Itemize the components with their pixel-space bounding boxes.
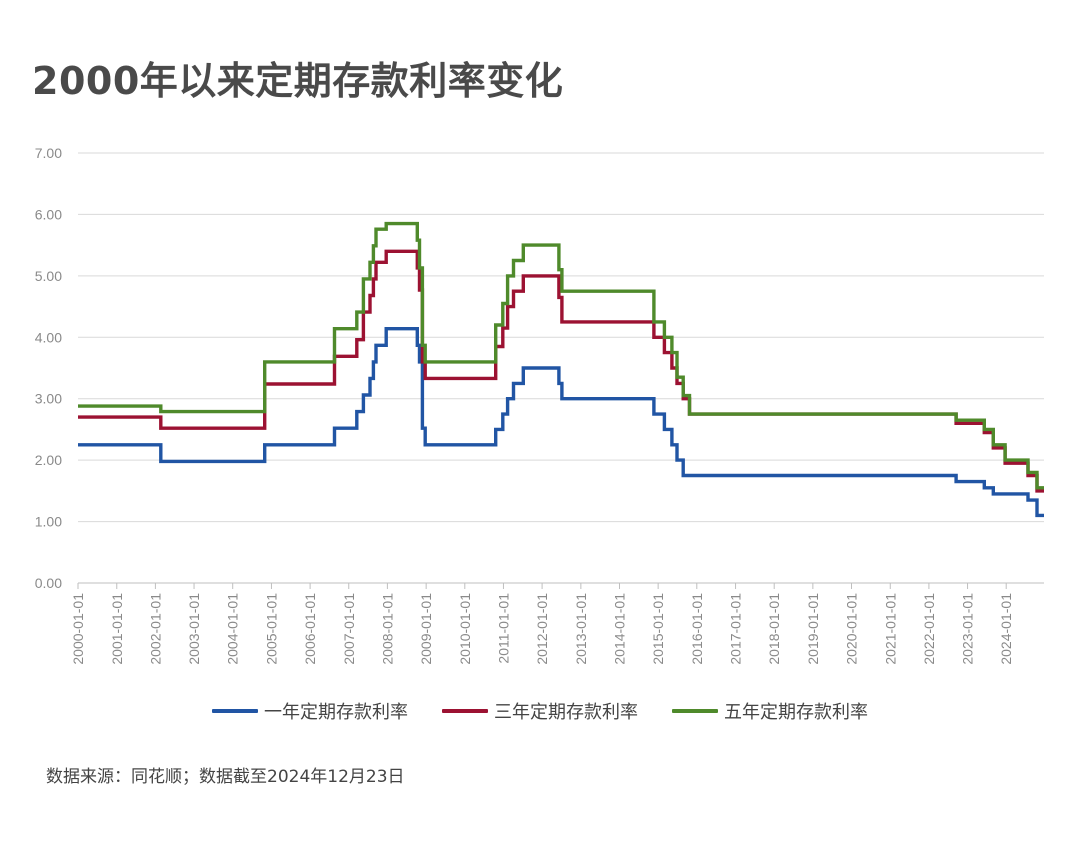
x-tick-label: 2013-01-01: [573, 593, 589, 665]
x-tick-label: 2008-01-01: [379, 593, 395, 665]
legend-label: 五年定期存款利率: [724, 702, 868, 723]
data-source-note: 数据来源：同花顺；数据截至2024年12月23日: [46, 767, 405, 787]
x-tick-label: 2023-01-01: [960, 593, 976, 665]
x-axis: 2000-01-01 2001-01-01 2002-01-01 2003-01-01…: [70, 582, 1044, 665]
x-tick-label: 2000-01-01: [70, 593, 86, 665]
x-tick-label: 2014-01-01: [612, 593, 628, 665]
y-tick-label: 3.00: [35, 391, 62, 407]
x-tick-label: 2016-01-01: [689, 593, 705, 665]
legend-item: 三年定期存款利率: [442, 698, 638, 724]
series-line: [78, 327, 1044, 518]
x-tick-label: 2010-01-01: [457, 593, 473, 665]
grid-lines: [78, 152, 1044, 523]
x-tick-label: 2020-01-01: [843, 593, 859, 665]
y-tick-label: 6.00: [35, 206, 62, 222]
legend-label: 三年定期存款利率: [494, 702, 638, 723]
x-tick-label: 2001-01-01: [109, 593, 125, 665]
x-tick-label: 2009-01-01: [418, 593, 434, 665]
series-line: [78, 249, 1044, 493]
legend-swatch: [672, 709, 718, 713]
legend-item: 五年定期存款利率: [672, 698, 868, 724]
legend-item: 一年定期存款利率: [212, 698, 408, 724]
line-chart: 0.00 1.00 2.00 3.00 4.00 5.00 6.00 7.00 2000-01…: [35, 145, 1044, 665]
y-tick-label: 5.00: [35, 268, 62, 284]
y-tick-label: 1.00: [35, 514, 62, 530]
series-line: [78, 221, 1044, 490]
y-axis: 0.00 1.00 2.00 3.00 4.00 5.00 6.00 7.00: [35, 145, 62, 591]
legend-swatch: [212, 709, 258, 713]
chart-legend: 一年定期存款利率 三年定期存款利率 五年定期存款利率: [0, 698, 1080, 724]
y-tick-label: 4.00: [35, 329, 62, 345]
series-lines: [78, 221, 1044, 518]
x-tick-label: 2003-01-01: [186, 593, 202, 665]
x-tick-label: 2005-01-01: [263, 593, 279, 665]
legend-label: 一年定期存款利率: [264, 702, 408, 723]
x-tick-label: 2002-01-01: [147, 593, 163, 665]
chart-title: 2000年以来定期存款利率变化: [32, 59, 564, 103]
x-tick-label: 2012-01-01: [534, 593, 550, 665]
x-tick-label: 2007-01-01: [341, 593, 357, 665]
x-tick-label: 2024-01-01: [998, 593, 1014, 665]
x-tick-label: 2021-01-01: [882, 593, 898, 665]
x-tick-label: 2015-01-01: [650, 593, 666, 665]
x-tick-label: 2019-01-01: [805, 593, 821, 665]
x-tick-label: 2004-01-01: [225, 593, 241, 665]
y-tick-label: 2.00: [35, 452, 62, 468]
x-tick-label: 2018-01-01: [766, 593, 782, 665]
x-tick-label: 2022-01-01: [921, 593, 937, 665]
y-tick-label: 7.00: [35, 145, 62, 161]
x-tick-label: 2006-01-01: [302, 593, 318, 665]
legend-swatch: [442, 709, 488, 713]
x-tick-label: 2017-01-01: [728, 593, 744, 665]
x-tick-label: 2011-01-01: [495, 593, 511, 664]
y-tick-label: 0.00: [35, 575, 62, 591]
